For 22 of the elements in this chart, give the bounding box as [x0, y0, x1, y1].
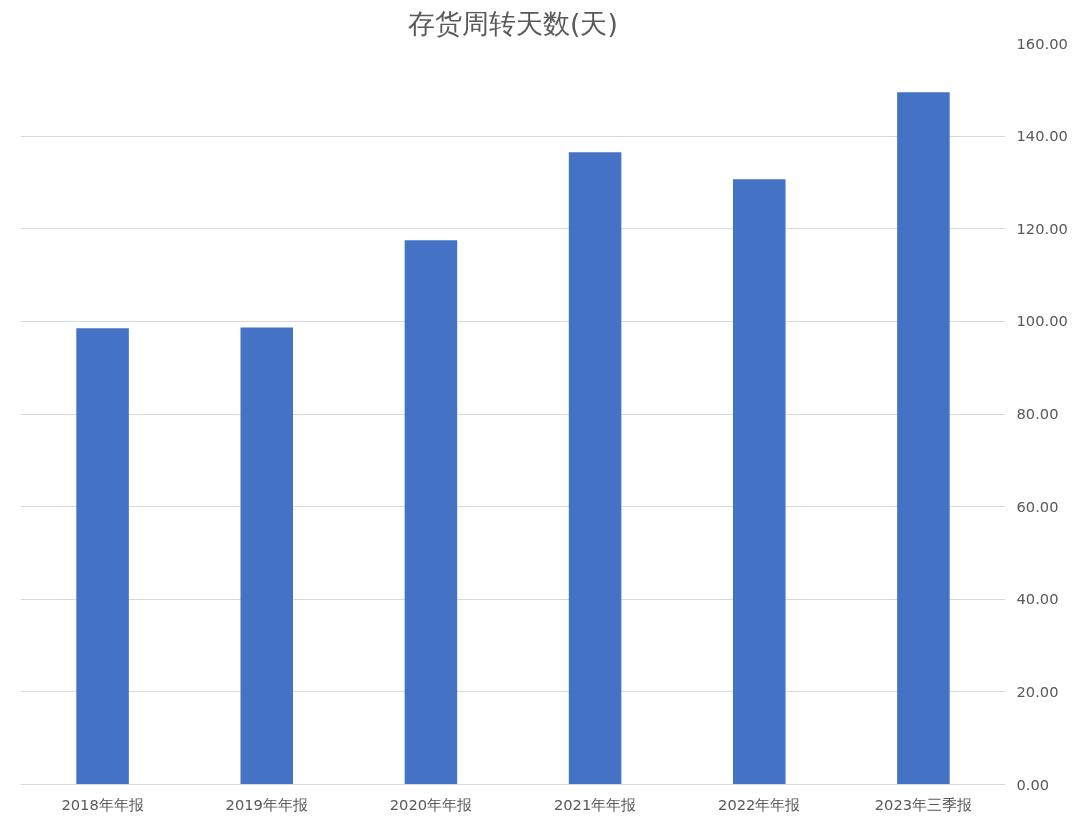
x-tick-label: 2020年年报	[389, 795, 473, 813]
y-tick-label: 0.00	[1016, 775, 1050, 793]
bar	[732, 179, 786, 785]
y-tick-label: 60.00	[1016, 497, 1059, 515]
bar	[897, 92, 950, 785]
bar	[240, 327, 294, 785]
y-tick-label: 140.00	[1016, 127, 1068, 145]
y-tick-label: 100.00	[1016, 312, 1068, 330]
bar	[404, 240, 458, 785]
y-tick-label: 80.00	[1016, 405, 1059, 422]
x-tick-label: 2022年年报	[718, 795, 801, 813]
y-tick-label: 20.00	[1016, 682, 1059, 700]
x-tick-label: 2018年年报	[61, 795, 144, 813]
chart-title: 存货周转天数(天)	[408, 7, 618, 39]
y-tick-label: 120.00	[1016, 219, 1068, 237]
bar	[76, 328, 129, 785]
bar	[568, 152, 622, 785]
x-tick-label: 2023年三季报	[874, 795, 973, 813]
x-tick-label: 2021年年报	[553, 795, 637, 813]
y-tick-label: 160.00	[1016, 34, 1068, 52]
x-tick-label: 2019年年报	[225, 795, 308, 813]
y-tick-label: 40.00	[1016, 590, 1059, 608]
